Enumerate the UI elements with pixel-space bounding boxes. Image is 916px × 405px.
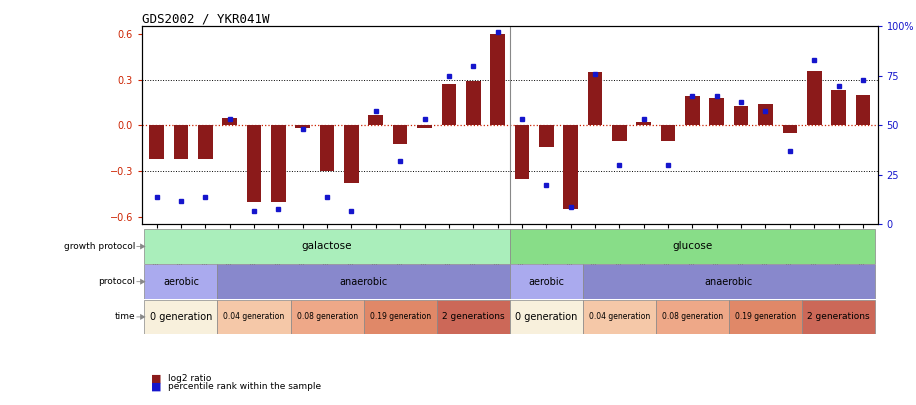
Bar [223, 118, 237, 125]
Bar [509, 264, 583, 299]
Bar [509, 229, 875, 264]
Bar [656, 300, 729, 334]
Bar [583, 264, 875, 299]
Text: 0.04 generation: 0.04 generation [589, 312, 650, 322]
Bar [802, 300, 875, 334]
Text: growth protocol: growth protocol [64, 242, 136, 251]
Bar [217, 264, 509, 299]
Text: ■: ■ [151, 382, 161, 392]
Text: aerobic: aerobic [163, 277, 199, 287]
Bar [807, 70, 822, 125]
Text: 0.19 generation: 0.19 generation [369, 312, 431, 322]
Text: percentile rank within the sample: percentile rank within the sample [168, 382, 321, 391]
Text: 2 generations: 2 generations [807, 312, 870, 322]
Text: 0 generation: 0 generation [515, 312, 577, 322]
Text: log2 ratio: log2 ratio [168, 374, 211, 383]
Text: glucose: glucose [672, 241, 713, 252]
Bar [782, 125, 797, 133]
Bar [734, 106, 748, 125]
Bar [417, 125, 431, 128]
Bar [437, 300, 509, 334]
Bar [758, 104, 773, 125]
Bar [344, 125, 359, 183]
Bar [729, 300, 802, 334]
Text: aerobic: aerobic [529, 277, 564, 287]
Text: time: time [114, 312, 136, 322]
Bar [145, 264, 217, 299]
Text: GDS2002 / YKR041W: GDS2002 / YKR041W [142, 12, 269, 25]
Bar [539, 125, 553, 147]
Bar [145, 300, 217, 334]
Bar [563, 125, 578, 209]
Bar [612, 125, 627, 141]
Bar [364, 300, 437, 334]
Text: anaerobic: anaerobic [704, 277, 753, 287]
Bar [145, 229, 509, 264]
Text: anaerobic: anaerobic [340, 277, 387, 287]
Text: 2 generations: 2 generations [442, 312, 505, 322]
Bar [442, 84, 456, 125]
Bar [290, 300, 364, 334]
Text: ■: ■ [151, 374, 161, 384]
Bar [217, 300, 290, 334]
Bar [490, 34, 505, 125]
Bar [246, 125, 261, 202]
Bar [271, 125, 286, 202]
Text: 0.08 generation: 0.08 generation [297, 312, 357, 322]
Bar [368, 115, 383, 125]
Bar [149, 125, 164, 159]
Bar [710, 98, 724, 125]
Text: 0 generation: 0 generation [149, 312, 213, 322]
Text: 0.19 generation: 0.19 generation [735, 312, 796, 322]
Text: protocol: protocol [99, 277, 136, 286]
Bar [515, 125, 529, 179]
Bar [296, 125, 310, 128]
Text: 0.08 generation: 0.08 generation [662, 312, 723, 322]
Bar [588, 72, 603, 125]
Bar [509, 300, 583, 334]
Bar [198, 125, 213, 159]
Bar [583, 300, 656, 334]
Bar [320, 125, 334, 171]
Text: galactose: galactose [302, 241, 353, 252]
Bar [466, 81, 481, 125]
Bar [174, 125, 189, 159]
Bar [685, 96, 700, 125]
Bar [660, 125, 675, 141]
Bar [637, 122, 651, 125]
Text: 0.04 generation: 0.04 generation [224, 312, 285, 322]
Bar [831, 90, 845, 125]
Bar [393, 125, 408, 144]
Bar [856, 95, 870, 125]
